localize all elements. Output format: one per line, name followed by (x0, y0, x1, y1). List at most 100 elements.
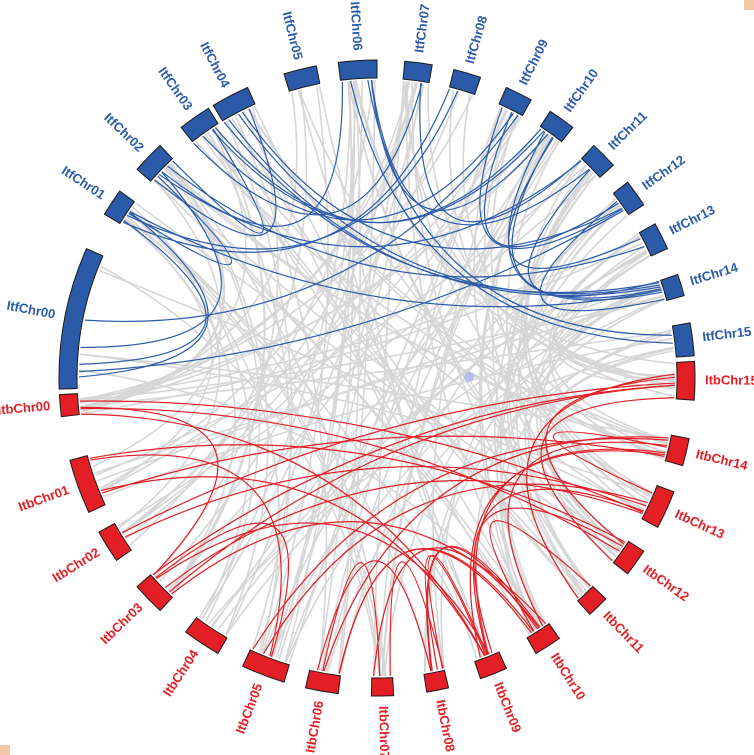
chromosome-block (612, 181, 645, 216)
chromosome-block (103, 190, 135, 225)
chromosome-block (498, 86, 532, 117)
link (100, 112, 514, 492)
link (129, 211, 662, 308)
chromosome-label: ItbChr02 (50, 545, 103, 586)
link (247, 108, 665, 459)
chromosome-label: ItfChr06 (348, 1, 366, 51)
link (78, 211, 209, 378)
link (322, 562, 381, 677)
link (118, 209, 221, 529)
link (261, 86, 329, 654)
chromosome-label: ItfChr12 (639, 152, 688, 193)
link (507, 131, 663, 301)
chromosome-block (641, 484, 675, 528)
link (424, 555, 487, 670)
chromosome-label: ItfChr02 (101, 110, 147, 155)
link (122, 79, 374, 535)
link (84, 115, 519, 322)
chromosome-block (526, 623, 561, 655)
chromosome-block (402, 60, 433, 84)
link (92, 179, 222, 468)
link (475, 448, 666, 655)
link (95, 164, 587, 476)
link (125, 91, 460, 540)
chromosome-label: ItfChr08 (462, 14, 490, 65)
link (96, 281, 660, 482)
chromosome-label: ItfChr03 (155, 64, 195, 113)
chromosome-label: ItbChr14 (694, 446, 750, 473)
link (202, 112, 515, 221)
link (473, 507, 624, 654)
chromosome-label: ItbChr08 (433, 698, 458, 753)
chromosome-block (580, 144, 615, 178)
link (326, 297, 665, 673)
link (517, 174, 613, 562)
chromosome-block (58, 247, 104, 390)
link (523, 169, 643, 515)
link (161, 82, 343, 227)
links (78, 79, 676, 677)
corner-mark (0, 745, 10, 755)
link (228, 119, 661, 297)
link (511, 136, 662, 299)
chromosome-label: ItbChr06 (302, 700, 326, 755)
link (419, 83, 582, 223)
link (248, 108, 669, 444)
link (367, 80, 672, 336)
link (515, 205, 621, 594)
link (472, 488, 644, 655)
link (100, 476, 486, 657)
chromosome-block (212, 86, 256, 122)
chromosome-block (69, 455, 106, 514)
marker-dot (464, 372, 474, 382)
link (262, 134, 550, 654)
link (164, 479, 643, 589)
link (507, 441, 668, 627)
link (494, 174, 596, 626)
chromosome-block (136, 144, 174, 182)
chromosome-block (283, 65, 321, 92)
link (225, 281, 660, 636)
link (323, 436, 669, 672)
chromosome-label: ItbChr00 (0, 398, 51, 418)
chromosome-block (370, 677, 395, 697)
chromosome-label: ItbChr13 (673, 506, 727, 542)
link (207, 132, 292, 652)
link (491, 131, 584, 595)
link (549, 245, 665, 460)
link (350, 81, 673, 344)
chromosome-label: ItbChr04 (160, 646, 202, 699)
link (320, 108, 507, 671)
link (214, 127, 545, 224)
link (370, 79, 590, 226)
link (171, 521, 547, 625)
chromosome-label: ItbChr12 (640, 561, 692, 604)
link (165, 166, 665, 457)
link (527, 169, 660, 298)
link (543, 347, 674, 550)
link (462, 94, 675, 389)
chromosome-label: ItfChr10 (560, 66, 601, 115)
link (80, 406, 219, 576)
chromosome-block (184, 616, 228, 655)
link (135, 202, 619, 554)
chromosome-block (474, 651, 508, 680)
link (128, 175, 233, 266)
link (154, 108, 277, 237)
chromosome-label: ItfChr00 (6, 298, 57, 322)
chromosome-block (539, 110, 574, 143)
link (212, 128, 644, 514)
link (201, 83, 425, 620)
link (427, 554, 488, 669)
link (80, 128, 542, 409)
link (156, 176, 537, 631)
link (168, 164, 261, 623)
link (195, 141, 668, 446)
link (317, 81, 354, 671)
link (545, 376, 676, 545)
link (483, 112, 619, 248)
link (297, 90, 488, 656)
link (231, 117, 582, 597)
link (122, 382, 675, 534)
link (193, 83, 423, 216)
